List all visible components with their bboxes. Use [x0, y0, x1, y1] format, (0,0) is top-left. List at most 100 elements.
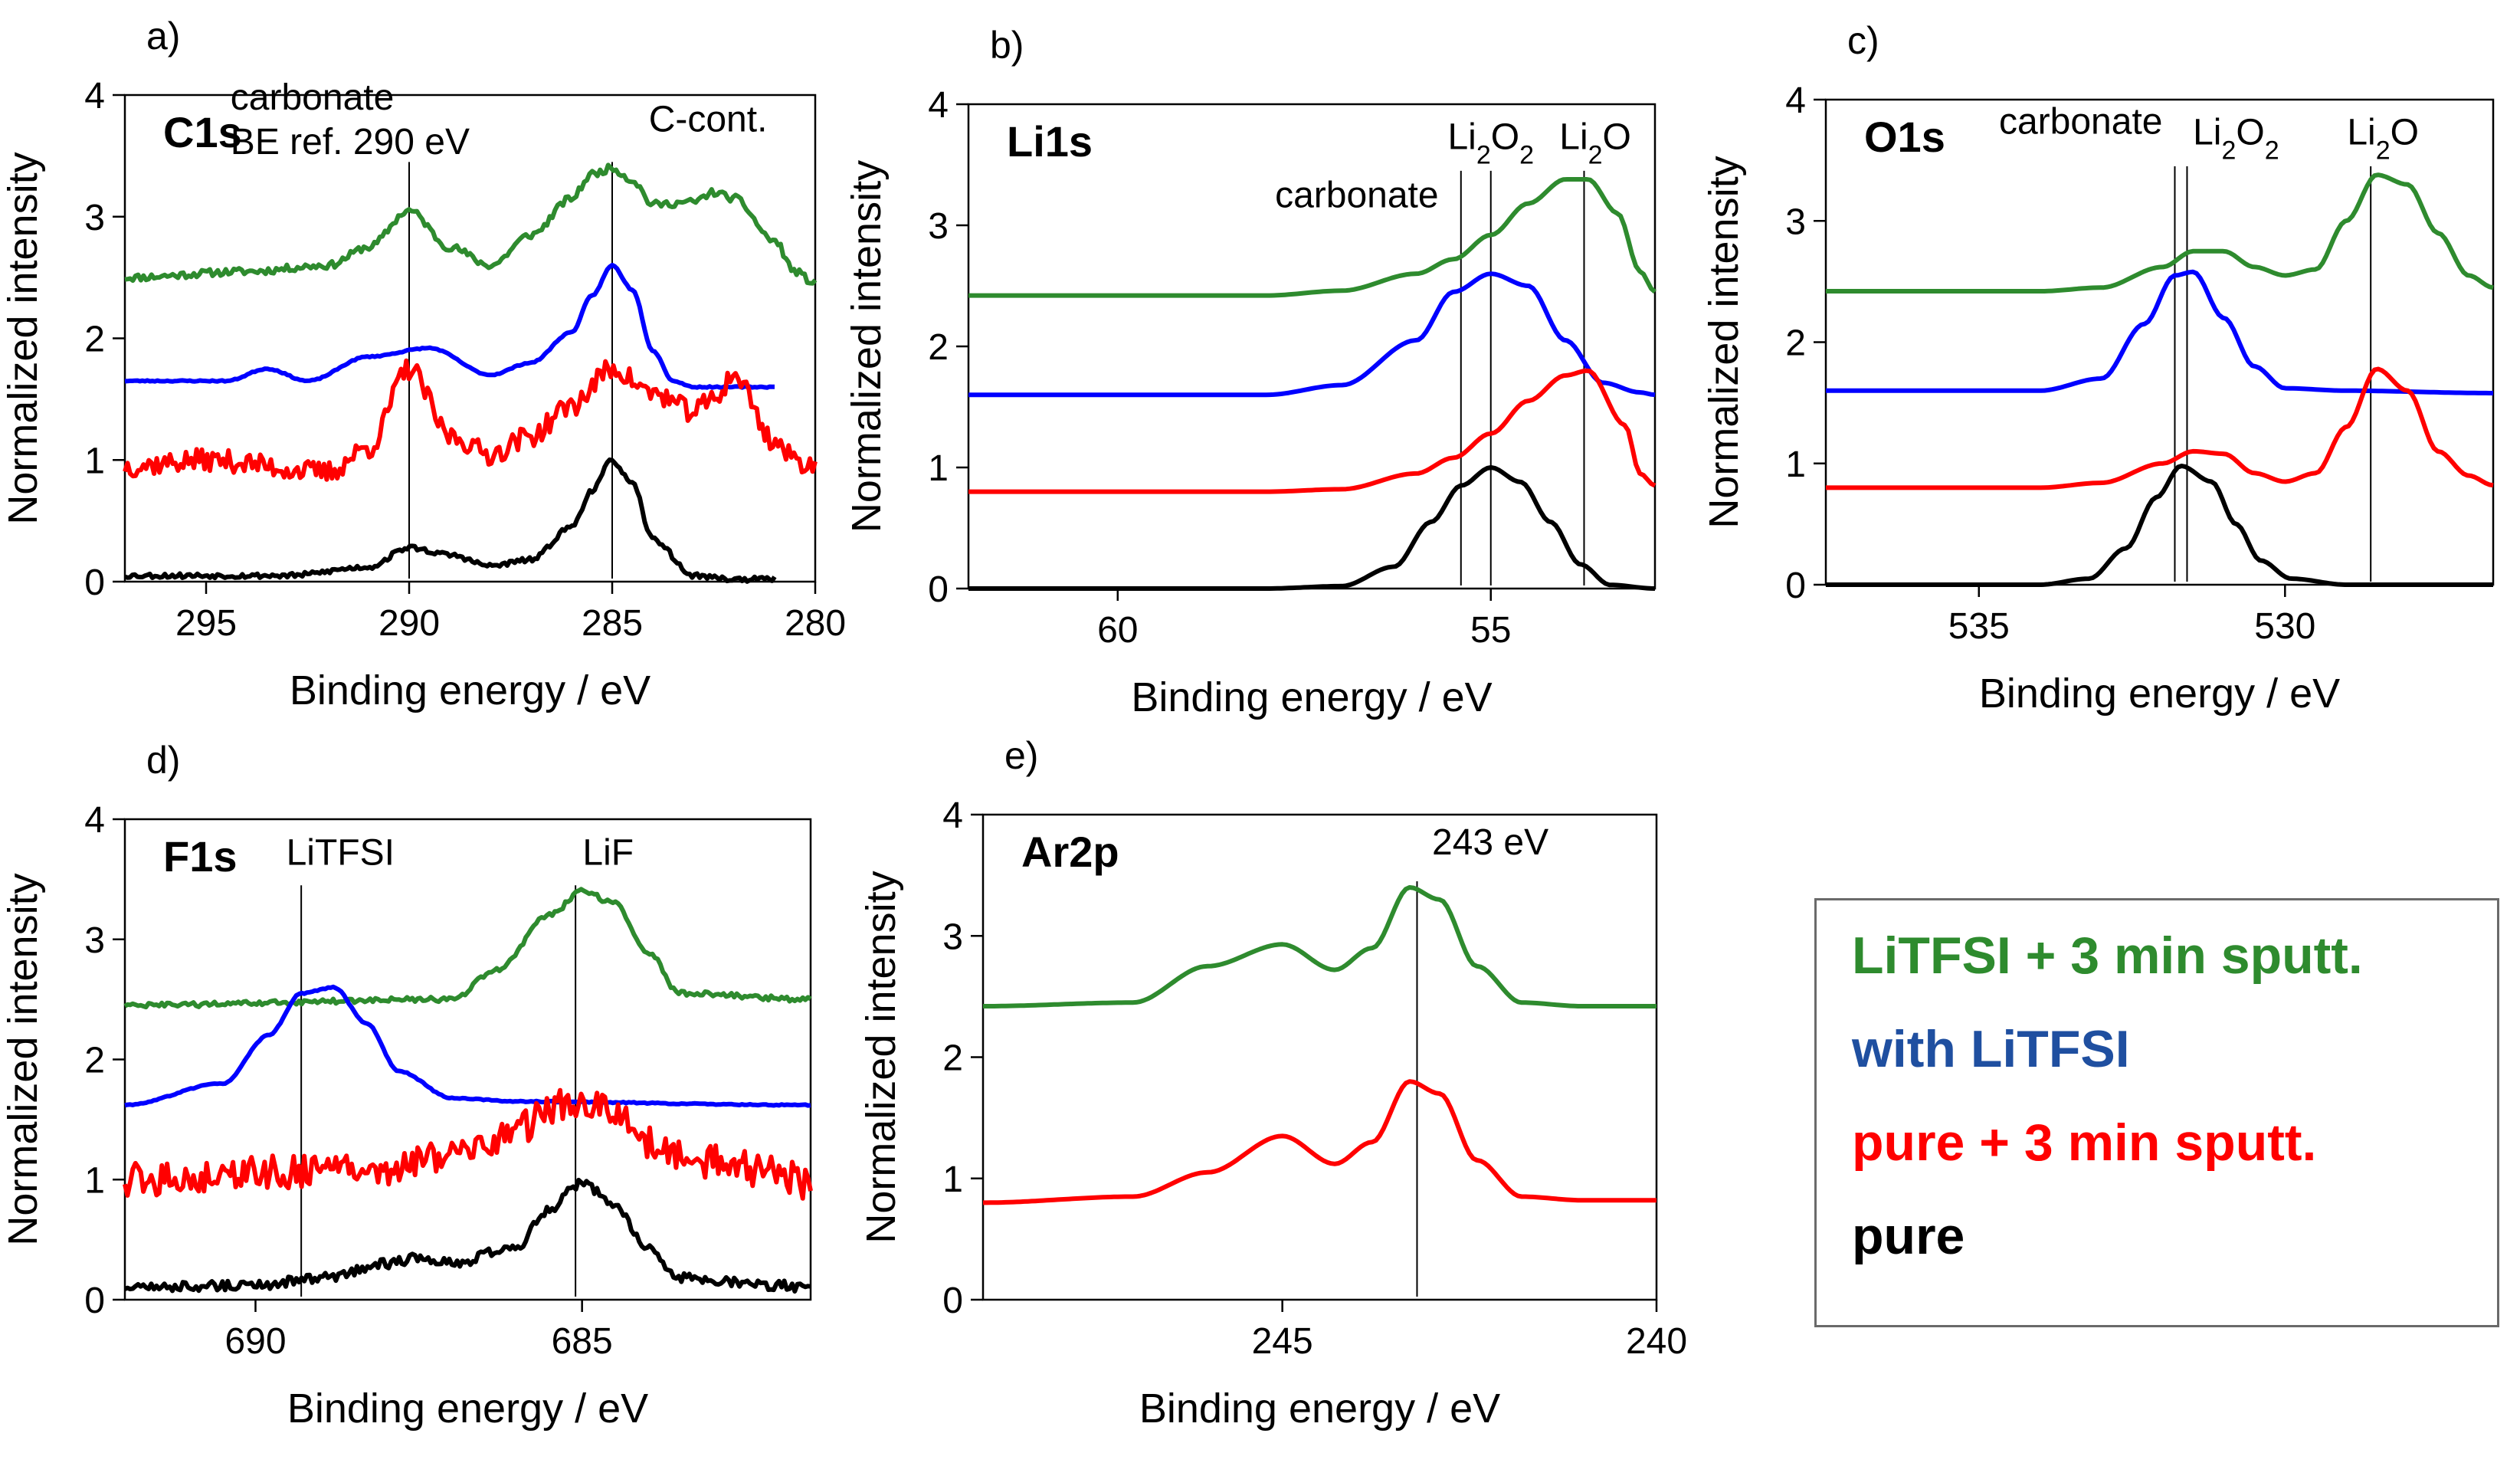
series-line-puresputt — [968, 368, 1657, 494]
series-line-litfsi — [968, 271, 1656, 398]
x-tick-label: 245 — [1252, 1321, 1313, 1362]
annotation: Li2O2 — [2193, 113, 2279, 166]
y-tick-label: 2 — [942, 1038, 963, 1079]
y-tick-label: 3 — [84, 920, 105, 961]
chart-title: O1s — [1864, 113, 1945, 161]
y-tick-label: 4 — [942, 795, 963, 836]
annotation: carbonate — [1275, 175, 1439, 215]
chart-title: Li1s — [1007, 117, 1093, 166]
panel-letter: b) — [990, 24, 1024, 67]
x-axis-label: Binding energy / eV — [1139, 1386, 1500, 1432]
panel-letter: d) — [146, 739, 180, 782]
x-tick-label: 60 — [1097, 610, 1138, 651]
panel-letter: a) — [146, 15, 180, 57]
annotation: 243 eV — [1432, 822, 1548, 863]
panel-letter: c) — [1847, 19, 1879, 62]
y-tick-label: 1 — [1785, 444, 1806, 485]
series-line-litfsi — [124, 262, 775, 390]
annotation: LiTFSI — [287, 833, 395, 874]
y-tick-label: 0 — [1785, 566, 1806, 606]
panel-d: 0 1 2 3 4 690 685 Binding energy / eV Normalized… — [0, 739, 813, 1432]
plot-frame — [123, 818, 812, 1301]
series-line-pure — [124, 457, 777, 584]
annotation: Li2O — [1559, 116, 1631, 169]
y-tick-label: 0 — [942, 1281, 963, 1321]
y-tick-label: 1 — [942, 1159, 963, 1200]
series-line-litfsi — [124, 984, 811, 1108]
x-tick-label: 290 — [378, 603, 440, 644]
y-tick-label: 3 — [928, 206, 949, 247]
y-tick-label: 1 — [84, 441, 105, 481]
chart-title: C1s — [163, 108, 242, 156]
plot-frame — [1824, 98, 2495, 586]
y-tick-label: 4 — [928, 85, 949, 126]
y-tick-label: 3 — [84, 198, 105, 238]
x-tick-label: 280 — [785, 603, 846, 644]
x-tick-label: 285 — [582, 603, 643, 644]
y-tick-label: 4 — [84, 800, 105, 841]
y-tick-label: 0 — [928, 569, 949, 610]
y-tick-label: 1 — [928, 448, 949, 489]
y-axis-label: Normalized intensity — [1701, 156, 1747, 528]
chart-title: F1s — [163, 832, 238, 881]
y-tick-label: 2 — [928, 327, 949, 368]
legend-entry-with-litfsi: with LiTFSI — [1852, 1020, 2130, 1078]
plot-frame — [123, 93, 817, 583]
y-tick-label: 4 — [84, 76, 105, 116]
x-tick-label: 535 — [1948, 606, 2010, 647]
series-line-lisputt — [983, 885, 1657, 1008]
y-tick-label: 0 — [84, 562, 105, 603]
legend: LiTFSI + 3 min sputt. with LiTFSI pure +… — [1814, 898, 2499, 1327]
panel-a: 0 1 2 3 4 295 290 285 280 Binding energy / eV Norm… — [0, 15, 846, 713]
y-axis-label: Normalized intensity — [0, 152, 46, 524]
series-line-pure — [1826, 464, 2493, 587]
x-tick-label: 55 — [1470, 610, 1511, 651]
y-tick-label: 0 — [84, 1281, 105, 1321]
panel-c: 0 1 2 3 4 535 530 Binding energy / eV Normalized… — [1701, 19, 2495, 717]
annotation: carbonate — [1999, 101, 2163, 142]
y-tick-label: 4 — [1785, 80, 1806, 121]
y-tick-label: 2 — [1785, 323, 1806, 364]
series-line-pure — [968, 465, 1656, 591]
series-line-puresputt — [1826, 366, 2494, 490]
x-axis-label: Binding energy / eV — [1131, 674, 1492, 720]
annotation: Li2O — [2347, 113, 2419, 166]
x-tick-label: 530 — [2254, 606, 2315, 647]
series-line-pure — [123, 1177, 811, 1294]
panel-b: 0 1 2 3 4 60 55 Binding energy / eV Normalized i… — [844, 24, 1657, 720]
annotation: BE ref. 290 eV — [231, 122, 470, 162]
y-axis-label: Normalized intensity — [844, 160, 890, 533]
y-tick-label: 3 — [1785, 202, 1806, 242]
chart-title: Ar2p — [1021, 828, 1119, 876]
y-tick-label: 2 — [84, 320, 105, 360]
x-axis-label: Binding energy / eV — [290, 667, 650, 713]
legend-entry-pure-sputtered: pure + 3 min sputt. — [1852, 1113, 2317, 1172]
series-line-lisputt — [123, 887, 812, 1010]
annotation: C-cont. — [649, 100, 768, 140]
panel-e: 0 1 2 3 4 245 240 Binding energy / eV Normalized… — [858, 734, 1687, 1432]
annotation: carbonate — [231, 77, 395, 118]
x-axis-label: Binding energy / eV — [1979, 671, 2340, 717]
legend-entry-pure: pure — [1852, 1207, 1965, 1265]
y-axis-label: Normalized intensity — [858, 871, 904, 1243]
annotation: LiF — [582, 833, 634, 874]
series-line-lisputt — [124, 162, 818, 286]
y-tick-label: 1 — [84, 1160, 105, 1201]
x-tick-label: 685 — [552, 1321, 613, 1362]
plot-frame — [981, 813, 1658, 1301]
panel-letter: e) — [1004, 734, 1038, 777]
y-axis-label: Normalized intensity — [0, 873, 46, 1245]
series-line-puresputt — [123, 1087, 813, 1201]
legend-entry-litfsi-sputtered: LiTFSI + 3 min sputt. — [1852, 926, 2363, 985]
y-tick-label: 3 — [942, 917, 963, 957]
series-line-puresputt — [123, 358, 818, 482]
x-tick-label: 295 — [175, 603, 237, 644]
series-line-puresputt — [983, 1079, 1657, 1205]
x-axis-label: Binding energy / eV — [287, 1386, 648, 1432]
series-line-litfsi — [1826, 269, 2493, 395]
x-tick-label: 240 — [1626, 1321, 1687, 1362]
annotation: Li2O2 — [1447, 116, 1534, 169]
x-tick-label: 690 — [224, 1321, 286, 1362]
series-line-lisputt — [968, 177, 1657, 298]
